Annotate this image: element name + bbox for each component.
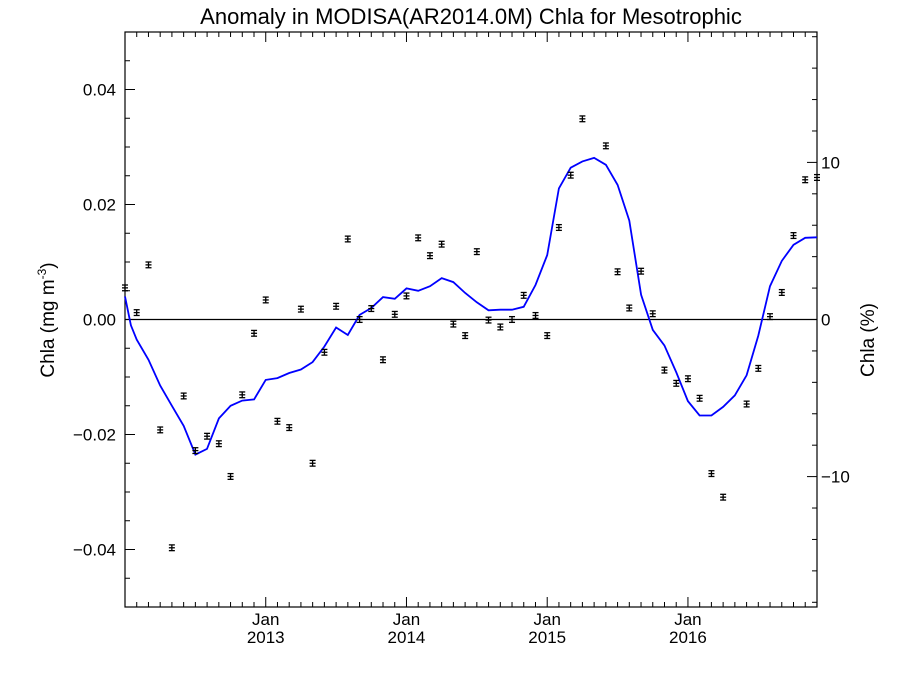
x-tick-label-month: Jan bbox=[252, 610, 279, 629]
y-tick-label: −0.04 bbox=[73, 541, 116, 560]
chart-title: Anomaly in MODISA(AR2014.0M) Chla for Me… bbox=[200, 4, 742, 29]
x-tick-label-month: Jan bbox=[674, 610, 701, 629]
smoothed-anomaly-line bbox=[124, 156, 818, 456]
y-tick-label: 0.04 bbox=[83, 81, 116, 100]
y-axis-label: Chla (mg m-3) bbox=[35, 262, 59, 377]
y-axis-label-superscript: -3 bbox=[35, 268, 49, 279]
y-tick-label: 0.00 bbox=[83, 311, 116, 330]
y-tick-label: −0.02 bbox=[73, 426, 116, 445]
y-axis-label-main: Chla (mg m bbox=[38, 279, 59, 377]
x-tick-label-year: 2014 bbox=[388, 628, 426, 647]
y2-tick-label: 10 bbox=[821, 153, 840, 172]
x-tick-label-year: 2016 bbox=[669, 628, 707, 647]
x-tick-label-month: Jan bbox=[533, 610, 560, 629]
x-tick-label-year: 2013 bbox=[247, 628, 285, 647]
y-axis-label-end: ) bbox=[38, 262, 59, 268]
y2-axis-label: Chla (%) bbox=[858, 303, 879, 377]
x-tick-label-month: Jan bbox=[393, 610, 420, 629]
y2-tick-label: 0 bbox=[821, 311, 830, 330]
y-tick-label: 0.02 bbox=[83, 196, 116, 215]
y2-tick-label: −10 bbox=[821, 468, 850, 487]
plot-area: 0.040.020.00−0.02−0.04100−10Jan2013Jan20… bbox=[73, 31, 850, 647]
x-tick-label-year: 2015 bbox=[528, 628, 566, 647]
